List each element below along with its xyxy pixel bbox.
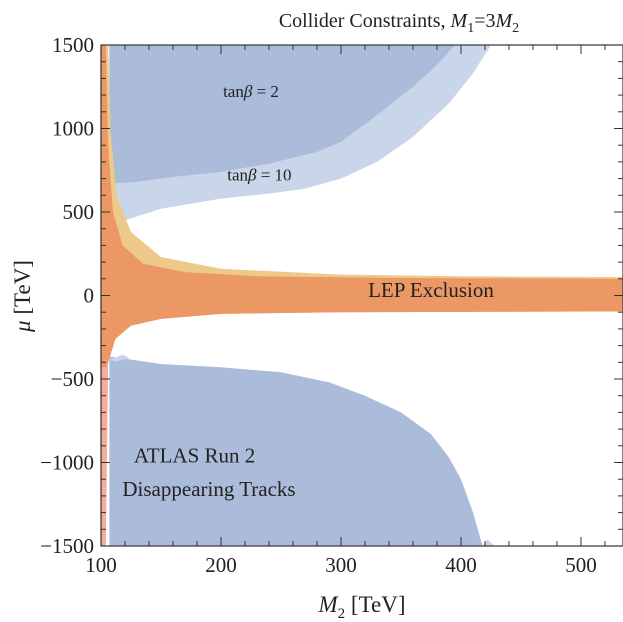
axis-ticks xyxy=(100,44,623,547)
x-tick-label: 400 xyxy=(445,553,477,577)
annotation-4: Disappearing Tracks xyxy=(122,477,295,501)
region-atlas_tanb2-2 xyxy=(109,356,483,546)
region-lep_overlap-7 xyxy=(101,45,623,368)
y-tick-label: 1500 xyxy=(52,33,94,57)
y-tick-label: −1000 xyxy=(40,451,94,475)
x-tick-label: 500 xyxy=(565,553,597,577)
y-tick-label: −500 xyxy=(51,367,94,391)
annotation-3: ATLAS Run 2 xyxy=(134,444,255,468)
annotation-1: tanβ = 10 xyxy=(227,165,291,184)
y-tick-label: 0 xyxy=(84,284,95,308)
region-atlas_tanb10-4 xyxy=(109,354,130,362)
x-tick-label: 300 xyxy=(325,553,357,577)
x-tick-label: 200 xyxy=(205,553,237,577)
y-tick-label: 1000 xyxy=(52,117,94,141)
region-atlas_tanb2-1 xyxy=(109,45,456,184)
y-tick-label: −1500 xyxy=(40,534,94,558)
plot-regions xyxy=(101,45,623,546)
chart-title: Collider Constraints, M1=3M2 xyxy=(279,10,519,36)
tick-labels: 100 200 300 400 500 −1500 −1000 −500 0 500 1000 150… xyxy=(40,33,597,577)
annotation-0: tanβ = 2 xyxy=(223,82,279,101)
x-tick-label: 100 xyxy=(85,553,117,577)
annotation-2: LEP Exclusion xyxy=(368,278,494,302)
region-atlas_tanb10-3 xyxy=(482,539,495,546)
annotations: tanβ = 2 tanβ = 10 LEP Exclusion ATLAS Run … xyxy=(122,82,494,501)
y-axis-label: μ [TeV] xyxy=(10,260,35,333)
x-axis-label: M2 [TeV] xyxy=(317,592,405,622)
y-tick-label: 500 xyxy=(63,200,95,224)
